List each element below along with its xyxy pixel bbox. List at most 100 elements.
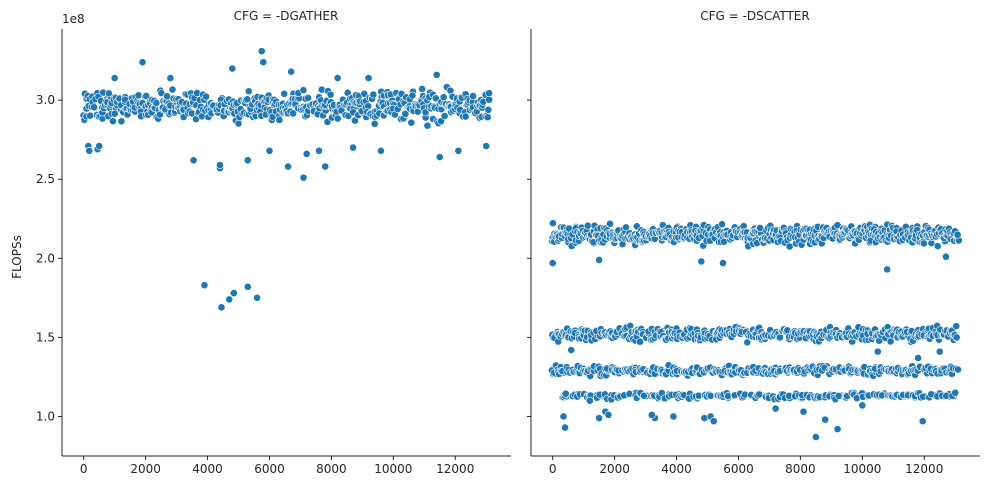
data-point xyxy=(469,92,478,100)
x-tick-label: 0 xyxy=(80,462,88,476)
data-point xyxy=(942,252,950,261)
data-point xyxy=(423,121,432,130)
data-point xyxy=(299,86,308,95)
data-point xyxy=(709,417,718,426)
data-point xyxy=(333,114,342,123)
data-point xyxy=(142,92,151,100)
data-point xyxy=(706,391,715,400)
x-tick-label: 8000 xyxy=(316,462,347,476)
data-point xyxy=(461,112,470,121)
data-point xyxy=(289,109,298,118)
data-point xyxy=(585,396,594,405)
data-point xyxy=(138,58,147,67)
data-point xyxy=(216,161,224,169)
facet-title-gather: CFG = -DGATHER xyxy=(234,9,339,23)
data-point xyxy=(821,415,830,424)
y-tick-label: 1.5 xyxy=(36,330,55,344)
data-point xyxy=(134,91,143,100)
data-point xyxy=(259,58,268,67)
data-point xyxy=(883,265,892,274)
facet-panel-gather: 0 2000 4000 6000 8000 10000 12000 1.0 1.5 2.0 2.5 3… xyxy=(36,29,511,476)
data-point xyxy=(918,417,927,426)
data-point xyxy=(604,410,613,419)
data-point xyxy=(743,338,752,347)
data-point xyxy=(163,92,172,101)
x-tick-label: 10000 xyxy=(843,462,881,476)
data-point xyxy=(243,95,252,104)
data-point xyxy=(697,257,706,266)
data-point xyxy=(622,223,630,232)
y-tick-label: 2.0 xyxy=(36,251,55,265)
x-tick-label: 8000 xyxy=(785,462,816,476)
data-point xyxy=(485,89,493,98)
y-offset-label: 1e8 xyxy=(62,12,85,26)
x-tick-label: 12000 xyxy=(905,462,943,476)
data-point xyxy=(284,162,292,171)
data-point xyxy=(952,322,961,331)
data-point xyxy=(636,337,644,346)
data-point xyxy=(408,91,417,100)
data-point xyxy=(435,153,444,161)
data-point xyxy=(95,142,104,150)
data-point xyxy=(485,95,494,104)
data-point xyxy=(548,259,557,267)
data-point xyxy=(583,221,592,230)
scatter-points xyxy=(548,219,963,441)
data-point xyxy=(90,103,99,112)
x-tick-label: 10000 xyxy=(374,462,412,476)
x-tick-label: 12000 xyxy=(436,462,474,476)
data-point xyxy=(776,333,784,342)
data-point xyxy=(647,410,656,419)
data-point xyxy=(166,74,175,82)
data-point xyxy=(954,365,962,374)
data-point xyxy=(85,146,94,155)
data-point xyxy=(243,282,252,291)
data-point xyxy=(110,109,119,118)
scatter-points xyxy=(79,47,494,312)
data-point xyxy=(225,295,234,304)
data-point xyxy=(189,156,198,165)
data-point xyxy=(548,219,557,228)
facet-panel-scatter: 0 2000 4000 6000 8000 10000 12000 xyxy=(527,29,980,476)
data-point xyxy=(482,142,491,150)
data-point xyxy=(229,289,238,298)
x-tick-label: 2000 xyxy=(130,462,161,476)
data-point xyxy=(152,99,161,107)
data-point xyxy=(669,412,678,421)
data-point xyxy=(234,119,243,128)
data-point xyxy=(914,354,922,362)
data-point xyxy=(833,221,842,230)
y-tick-label: 3.0 xyxy=(36,93,55,107)
data-point xyxy=(200,281,209,290)
data-point xyxy=(407,118,416,127)
data-point xyxy=(811,433,820,441)
data-point xyxy=(333,74,342,82)
x-tick-label: 4000 xyxy=(661,462,692,476)
data-point xyxy=(561,389,570,398)
y-tick-label: 1.0 xyxy=(36,409,55,423)
data-point xyxy=(483,113,492,122)
data-point xyxy=(275,116,284,124)
data-point xyxy=(454,146,463,155)
y-tick-label: 2.5 xyxy=(36,172,55,186)
data-point xyxy=(253,293,261,302)
data-point xyxy=(718,220,726,229)
data-point xyxy=(243,156,252,165)
data-point xyxy=(360,89,369,98)
data-point xyxy=(168,85,177,94)
data-point xyxy=(265,146,274,155)
data-point xyxy=(595,414,604,422)
data-point xyxy=(785,242,794,251)
data-point xyxy=(304,94,313,102)
data-point xyxy=(287,67,296,76)
data-point xyxy=(951,388,960,397)
data-point xyxy=(755,390,764,399)
data-point xyxy=(953,230,962,239)
data-point xyxy=(719,259,727,267)
data-point xyxy=(933,242,942,250)
data-point xyxy=(561,423,569,432)
data-point xyxy=(104,89,113,98)
data-point xyxy=(858,401,867,410)
data-point xyxy=(202,92,210,101)
